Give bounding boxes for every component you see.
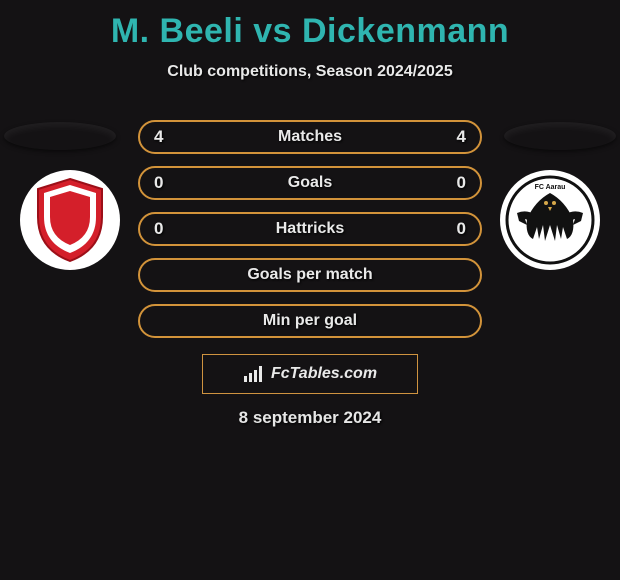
watermark-text: FcTables.com: [271, 365, 377, 383]
stat-row-matches: 4 Matches 4: [138, 120, 482, 154]
stat-row-min-per-goal: Min per goal: [138, 304, 482, 338]
date-text: 8 september 2024: [0, 408, 620, 428]
subtitle: Club competitions, Season 2024/2025: [0, 63, 620, 81]
stat-value-left: 4: [154, 127, 163, 147]
stat-label: Goals per match: [247, 266, 372, 284]
eagle-crest-icon: FC Aarau: [505, 175, 595, 265]
stat-value-left: 0: [154, 173, 163, 193]
stats-container: 4 Matches 4 0 Goals 0 0 Hattricks 0 Goal…: [138, 120, 482, 338]
shield-icon: [30, 175, 110, 265]
stat-row-goals-per-match: Goals per match: [138, 258, 482, 292]
stat-row-goals: 0 Goals 0: [138, 166, 482, 200]
stat-value-right: 4: [457, 127, 466, 147]
stat-row-hattricks: 0 Hattricks 0: [138, 212, 482, 246]
stat-label: Min per goal: [263, 312, 357, 330]
shadow-oval-left: [4, 122, 116, 150]
stat-value-right: 0: [457, 173, 466, 193]
watermark: FcTables.com: [202, 354, 418, 394]
page-title: M. Beeli vs Dickenmann: [0, 0, 620, 51]
shadow-oval-right: [504, 122, 616, 150]
chart-icon: [243, 365, 265, 383]
stat-label: Hattricks: [276, 220, 344, 238]
stat-value-right: 0: [457, 219, 466, 239]
stat-label: Goals: [288, 174, 332, 192]
team-badge-left: [20, 170, 120, 270]
team-badge-right: FC Aarau: [500, 170, 600, 270]
svg-text:FC Aarau: FC Aarau: [535, 184, 566, 191]
stat-label: Matches: [278, 128, 342, 146]
stat-value-left: 0: [154, 219, 163, 239]
